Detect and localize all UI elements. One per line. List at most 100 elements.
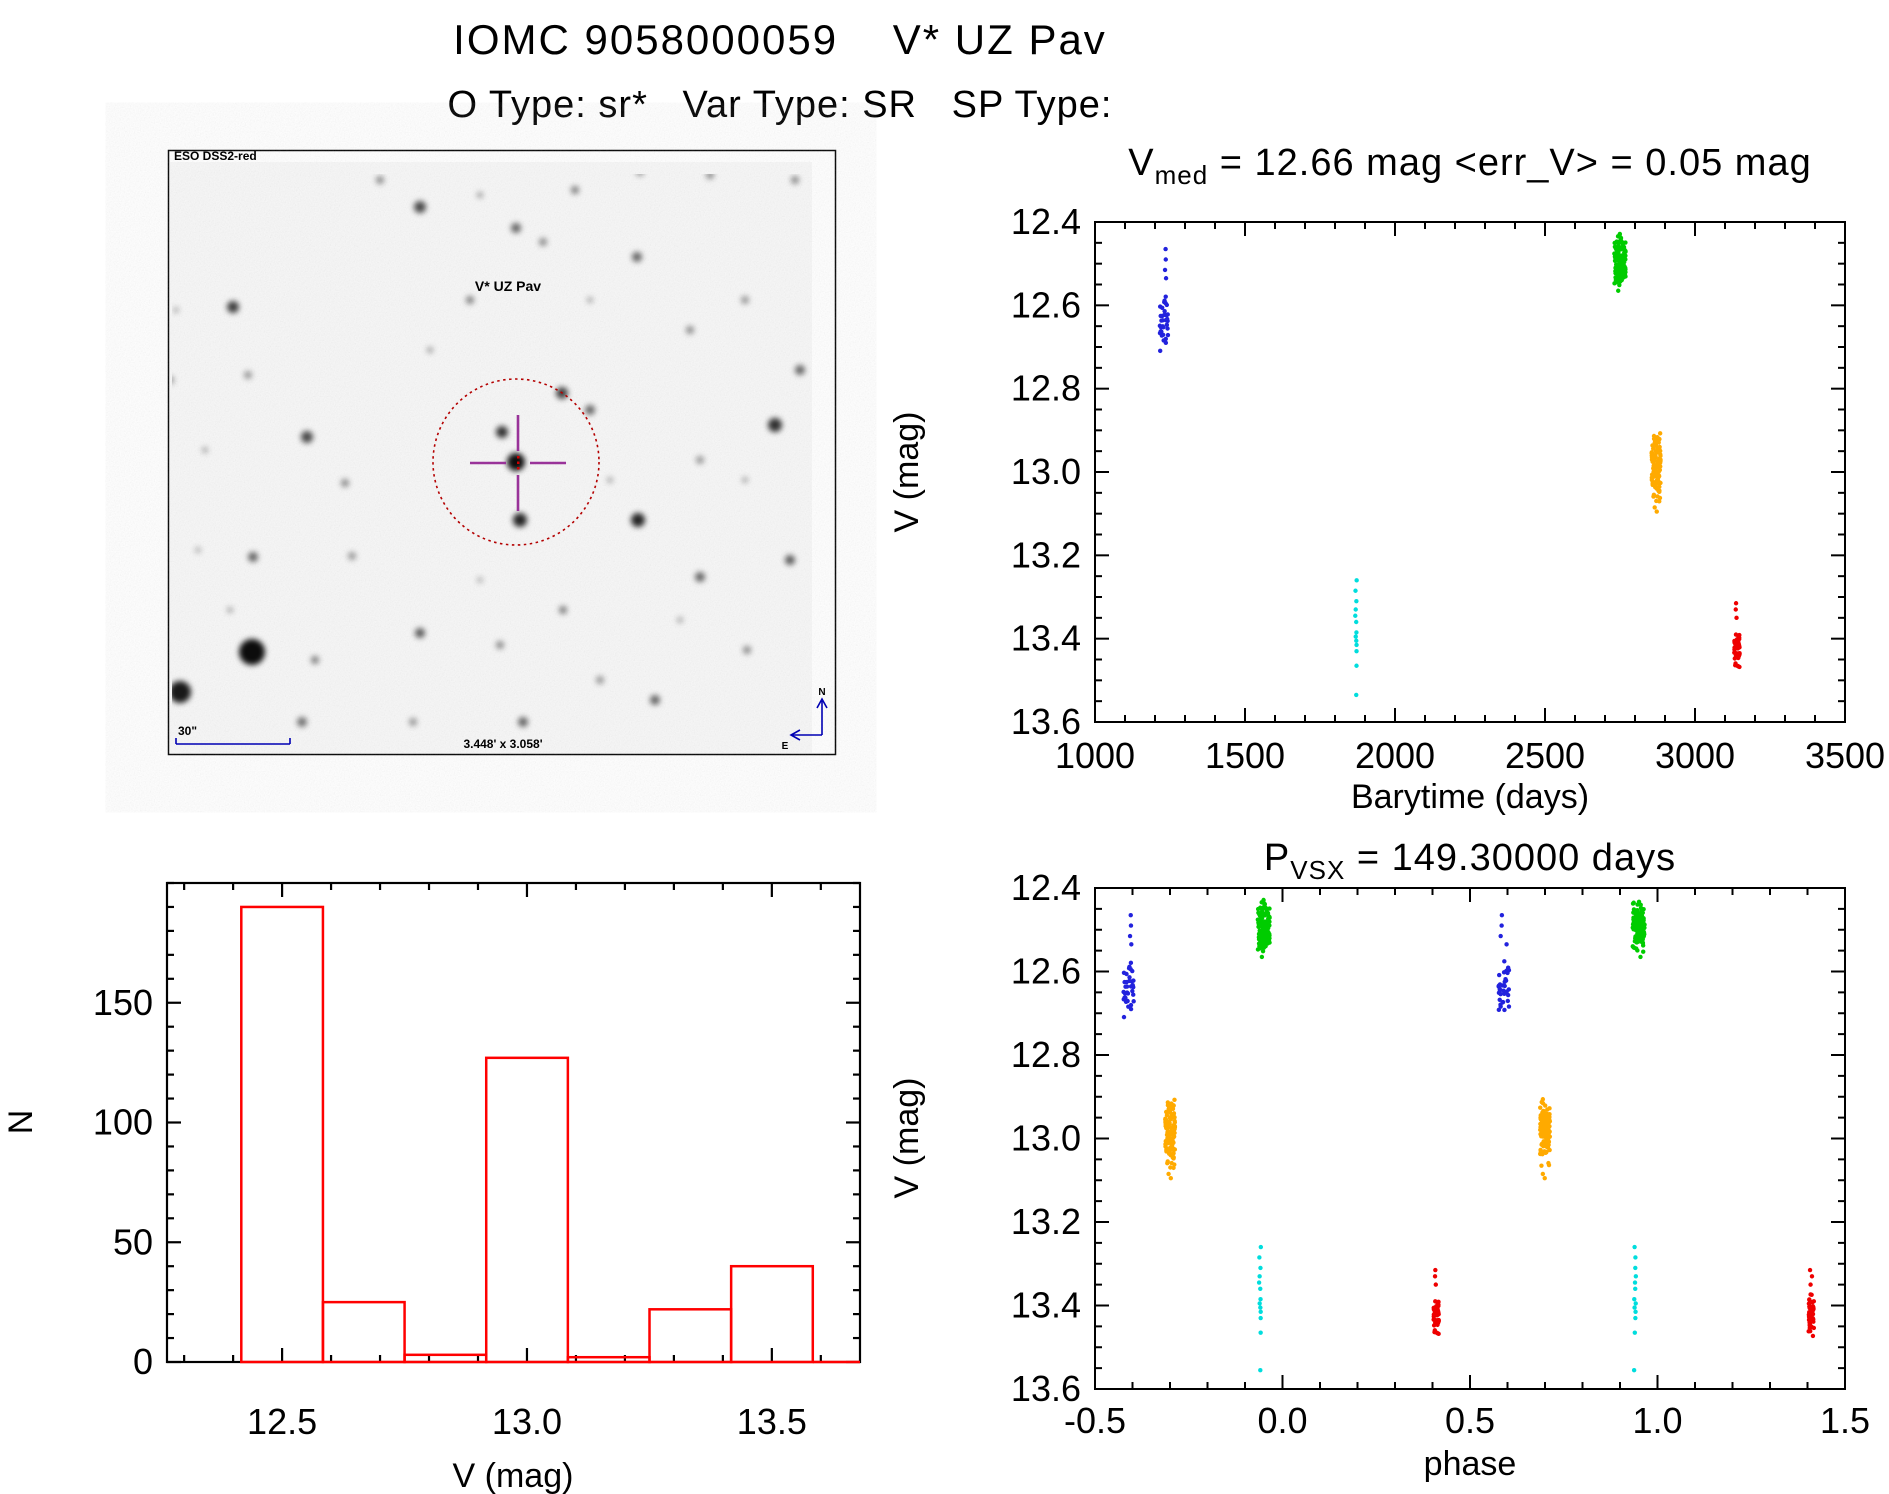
center-mark bbox=[517, 456, 520, 470]
phase-title-rest: = 149.30000 days bbox=[1345, 837, 1676, 879]
histogram-bar bbox=[240, 905, 325, 1364]
page-title: IOMC 9058000059 V* UZ Pav bbox=[453, 16, 1107, 63]
star bbox=[518, 717, 528, 727]
star bbox=[173, 307, 179, 313]
starfield-image: ESO DSS2-red V* UZ Pav 30" 3.448' x 3.05… bbox=[167, 149, 837, 756]
tick-labels: 12.5 13.0 13.5 0 50 100 150 bbox=[93, 982, 807, 1442]
x-tick-label: 1000 bbox=[1055, 735, 1135, 776]
star bbox=[539, 238, 547, 246]
film-grain bbox=[170, 162, 812, 753]
star bbox=[341, 479, 349, 487]
page-subtitle: O Type: sr* Var Type: SR SP Type: bbox=[447, 84, 1113, 126]
star bbox=[741, 296, 749, 304]
star bbox=[496, 641, 504, 649]
cluster-epoch2-cyan bbox=[1353, 578, 1359, 698]
star bbox=[795, 365, 805, 375]
star bbox=[636, 174, 644, 176]
cluster-phase-green bbox=[1630, 899, 1647, 960]
crosshair-icon bbox=[470, 415, 566, 511]
x-tick-label: 1500 bbox=[1205, 735, 1285, 776]
star bbox=[202, 447, 208, 453]
star bbox=[511, 223, 521, 233]
star bbox=[172, 681, 191, 703]
lightcurve-plot: Vmed = 12.66 mag <err_V> = 0.05 mag Bary… bbox=[888, 142, 1885, 816]
star bbox=[172, 376, 174, 384]
lightcurve-xlabel: Barytime (days) bbox=[1351, 778, 1589, 816]
scale-label: 30" bbox=[178, 724, 197, 738]
y-tick-label: 12.4 bbox=[1011, 867, 1081, 908]
star bbox=[559, 606, 567, 614]
cluster-phase-cyan bbox=[1256, 1244, 1264, 1373]
star bbox=[477, 192, 483, 198]
axis-frame bbox=[165, 881, 862, 1364]
phase-title: PVSX = 149.30000 days bbox=[1264, 837, 1676, 885]
cluster-phase-green bbox=[1255, 897, 1272, 960]
phase-title-sub: VSX bbox=[1290, 855, 1345, 885]
star bbox=[227, 301, 239, 313]
histogram-bar bbox=[484, 1056, 570, 1364]
y-tick-label: 13.0 bbox=[1011, 1118, 1081, 1159]
axis-frame bbox=[1094, 887, 1846, 1390]
compass-icon bbox=[789, 697, 828, 741]
star bbox=[677, 617, 683, 623]
x-tick-label: 1.0 bbox=[1632, 1400, 1682, 1441]
histogram-bar bbox=[566, 1355, 651, 1364]
x-tick-label: 2500 bbox=[1505, 735, 1585, 776]
star bbox=[650, 695, 660, 705]
y-tick-label: 12.6 bbox=[1011, 284, 1081, 325]
star bbox=[686, 326, 694, 334]
star bbox=[496, 426, 508, 438]
x-tick-label: 3500 bbox=[1805, 735, 1885, 776]
star bbox=[414, 201, 426, 213]
x-tick-label: 2000 bbox=[1355, 735, 1435, 776]
tick-labels: 1000 1500 2000 2500 3000 3500 12.4 12.6 12.8 13.0… bbox=[1011, 201, 1885, 776]
y-tick-label: 13.4 bbox=[1011, 618, 1081, 659]
y-tick-label: 13.2 bbox=[1011, 1201, 1081, 1242]
phase-points bbox=[1121, 897, 1817, 1373]
star bbox=[409, 718, 417, 726]
star bbox=[768, 418, 782, 432]
histogram-bar bbox=[648, 1308, 733, 1364]
star bbox=[427, 347, 433, 353]
star bbox=[587, 297, 593, 303]
compass-north-label: N bbox=[818, 687, 825, 698]
tick-labels: -0.5 0.0 0.5 1.0 1.5 12.4 12.6 12.8 13.0 13.2 13.4… bbox=[1011, 867, 1870, 1441]
star bbox=[696, 456, 704, 464]
x-tick-label: 0.5 bbox=[1445, 1400, 1495, 1441]
histogram-plot: V (mag) N 12.5 13.0 13.5 0 50 100 150 bbox=[2, 881, 862, 1494]
star bbox=[743, 646, 751, 654]
lightcurve-ylabel: V (mag) bbox=[888, 412, 926, 533]
star bbox=[607, 477, 613, 483]
star bbox=[466, 296, 474, 304]
star bbox=[301, 431, 313, 443]
cluster-epoch5-red bbox=[1732, 601, 1742, 670]
phase-ylabel: V (mag) bbox=[888, 1078, 926, 1199]
histogram-bar bbox=[729, 1264, 815, 1364]
x-tick-label: 13.0 bbox=[492, 1401, 562, 1442]
phase-axes: -0.5 0.0 0.5 1.0 1.5 12.4 12.6 12.8 13.0 13.2 13.4… bbox=[1011, 867, 1870, 1441]
y-tick-label: 12.8 bbox=[1011, 1034, 1081, 1075]
y-tick-label: 12.6 bbox=[1011, 951, 1081, 992]
histogram-bar bbox=[403, 1353, 488, 1364]
cluster-epoch4-orange bbox=[1649, 431, 1663, 514]
cluster-phase-red bbox=[1431, 1267, 1441, 1337]
star bbox=[507, 453, 525, 471]
star bbox=[239, 639, 265, 665]
x-tick-label: 0.0 bbox=[1257, 1400, 1307, 1441]
target-label: V* UZ Pav bbox=[475, 278, 541, 294]
star bbox=[706, 174, 714, 179]
star bbox=[195, 547, 201, 553]
phase-plot: PVSX = 149.30000 days phase V (mag) -0.5… bbox=[888, 837, 1870, 1483]
axis-frame bbox=[1094, 221, 1846, 723]
star bbox=[415, 628, 425, 638]
phase-title-main: P bbox=[1264, 837, 1290, 879]
star bbox=[513, 513, 527, 527]
star bbox=[376, 176, 384, 184]
histogram-ylabel: N bbox=[2, 1110, 40, 1135]
lightcurve-title: Vmed = 12.66 mag <err_V> = 0.05 mag bbox=[1128, 142, 1811, 190]
phase-xlabel: phase bbox=[1424, 1445, 1517, 1483]
histogram-bar bbox=[321, 1300, 406, 1364]
y-tick-label: 13.2 bbox=[1011, 534, 1081, 575]
x-tick-label: -0.5 bbox=[1064, 1400, 1126, 1441]
